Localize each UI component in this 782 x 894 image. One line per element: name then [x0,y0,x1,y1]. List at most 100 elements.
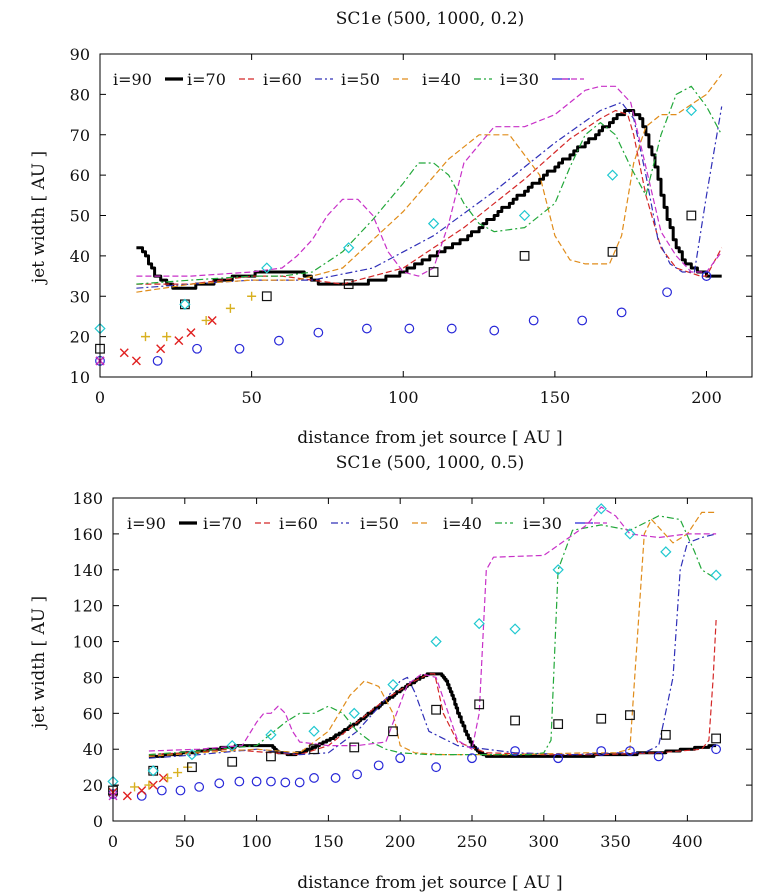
y-tick-label: 120 [72,597,103,616]
x-tick-label: 100 [241,832,272,851]
data-point-i-60 [162,332,172,342]
data-point-i-60 [247,291,257,301]
y-tick-label: 60 [70,166,90,185]
y-tick-label: 80 [83,668,103,687]
series-line-i-70 [148,672,717,758]
data-point-i-90 [361,323,372,334]
chart-panel-top: SC1e (500, 1000, 0.2) distance from jet … [29,9,753,448]
data-point-i-40 [606,169,619,181]
data-point-i-70 [131,356,141,366]
data-point-i-50 [553,719,564,729]
data-point-i-90 [156,785,167,796]
data-point-i-90 [431,762,441,773]
y-tick-label: 20 [83,776,103,795]
data-point-i-90 [616,307,627,318]
series-line-i-50 [148,533,717,759]
x-tick-label: 350 [600,832,631,851]
data-point-i-60 [163,773,173,783]
series-line-extra [136,85,723,277]
x-axis-label: distance from jet source [ AU ] [297,428,562,448]
y-tick-label: 50 [70,207,90,226]
data-point-i-50 [180,299,190,310]
data-point-i-40 [265,729,277,741]
chart-title: SC1e (500, 1000, 0.5) [336,453,525,473]
data-point-i-50 [607,246,618,257]
legend-label: i=90 [113,70,152,89]
x-tick-label: 250 [457,832,488,851]
data-point-i-60 [144,780,154,790]
series-line-i-60 [148,619,717,756]
x-tick-label: 50 [175,832,195,851]
data-point-i-90 [330,773,341,783]
plot-frame [112,497,753,822]
data-point-i-70 [156,344,166,354]
data-point-i-90 [266,776,276,787]
y-tick-label: 10 [70,368,90,387]
data-point-i-40 [473,617,485,630]
x-tick-label: 0 [95,388,105,407]
data-point-i-40 [147,765,159,777]
data-point-i-50 [686,210,697,221]
legend-label: i=70 [203,514,242,533]
x-tick-label: 200 [691,388,722,407]
data-point-i-90 [701,271,712,281]
data-point-i-60 [140,332,150,342]
data-point-i-90 [194,782,205,792]
y-tick-label: 40 [70,247,90,266]
data-point-i-90 [280,777,291,788]
data-point-i-50 [261,291,272,302]
data-point-i-40 [186,748,198,761]
data-point-i-40 [710,569,722,581]
data-point-i-90 [528,315,539,326]
data-point-i-90 [294,777,305,788]
data-point-i-50 [519,250,530,261]
data-point-i-90 [234,776,245,787]
series-line-i-40 [136,73,723,293]
data-point-i-50 [388,726,398,737]
y-tick-label: 70 [70,126,90,145]
data-point-i-50 [428,267,439,277]
data-point-i-90 [653,751,664,762]
data-point-i-90 [510,746,520,756]
y-tick-label: 40 [83,740,103,759]
x-tick-label: 50 [241,388,261,407]
data-point-i-60 [173,768,183,778]
data-point-i-90 [467,753,477,764]
data-point-i-90 [662,287,672,298]
legend-label: i=30 [500,70,539,89]
y-tick-label: 90 [70,45,90,64]
y-axis-label: jet width [ AU ] [29,596,49,730]
legend-label: i=40 [443,514,482,533]
data-point-i-50 [148,765,159,776]
data-point-i-40 [685,104,697,117]
y-tick-label: 180 [72,489,103,508]
x-axis-label: distance from jet source [ AU ] [297,873,562,893]
legend-label: i=60 [263,70,302,89]
x-tick-label: 300 [529,832,560,851]
x-tick-label: 100 [388,388,419,407]
legend-label: i=30 [523,514,562,533]
data-point-i-70 [174,336,184,346]
x-tick-label: 200 [385,832,416,851]
data-point-i-60 [201,315,211,325]
data-point-i-90 [313,327,324,338]
data-point-i-70 [186,328,196,338]
y-tick-label: 60 [83,704,103,723]
legend-label: i=50 [341,70,380,89]
data-point-i-40 [343,242,355,254]
data-point-i-90 [274,335,284,346]
series-line-i-70 [136,109,722,290]
data-point-i-90 [373,760,384,771]
data-point-i-40 [509,623,521,635]
y-tick-label: 30 [70,287,90,306]
data-point-i-90 [553,753,564,764]
data-point-i-40 [427,217,440,230]
data-point-i-90 [577,315,588,326]
data-point-i-90 [625,746,635,756]
x-tick-label: 0 [108,832,118,851]
data-point-i-50 [625,710,635,721]
data-point-i-50 [474,699,485,710]
data-point-i-90 [192,343,202,354]
y-tick-label: 0 [93,812,103,831]
series-line-i-40 [148,511,717,757]
